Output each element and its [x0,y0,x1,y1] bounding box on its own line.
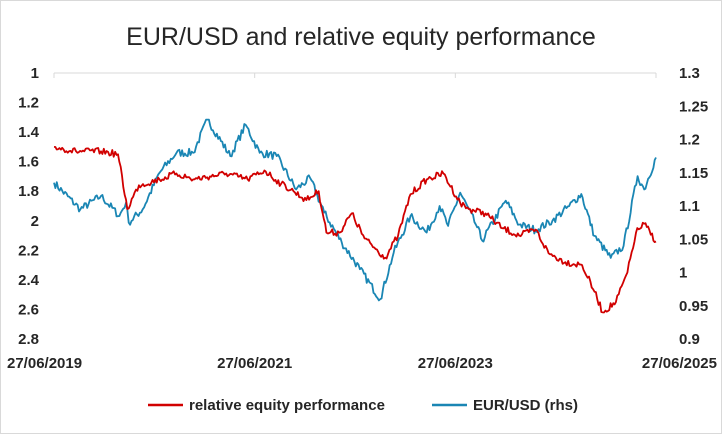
series-layer [53,118,657,314]
chart-title: EUR/USD and relative equity performance [126,23,596,51]
left-tick-label: 2.4 [18,272,40,289]
right-tick-label: 1.2 [679,132,700,149]
left-tick-label: 2.6 [18,301,39,318]
legend: relative equity performance EUR/USD (rhs) [148,397,578,414]
series-line-relative-equity [53,146,657,314]
x-axis-labels: 27/06/2019 27/06/2021 27/06/2023 27/06/2025 [7,355,717,372]
x-axis-tick-marks [53,73,657,78]
left-tick-label: 1.2 [18,95,39,112]
legend-label: relative equity performance [189,397,385,414]
right-tick-label: 1.15 [679,165,708,182]
series-line-eurusd [53,118,657,302]
left-tick-label: 2.8 [18,331,39,348]
left-tick-label: 1.6 [18,154,39,171]
left-tick-label: 2 [31,213,39,230]
left-tick-label: 1 [31,65,39,82]
left-axis-labels: 1 1.2 1.4 1.6 1.8 2 2.2 2.4 2.6 2.8 [18,65,40,348]
x-tick-label: 27/06/2023 [418,355,493,372]
right-tick-label: 1.3 [679,65,700,82]
right-tick-label: 0.9 [679,331,700,348]
right-tick-label: 0.95 [679,298,708,315]
left-tick-label: 1.8 [18,183,39,200]
x-tick-label: 27/06/2021 [217,355,292,372]
right-tick-label: 1.25 [679,98,708,115]
x-tick-label: 27/06/2025 [642,355,717,372]
left-tick-label: 2.2 [18,242,39,259]
right-axis-labels: 1.3 1.25 1.2 1.15 1.1 1.05 1 0.95 0.9 [679,65,708,348]
left-tick-label: 1.4 [18,124,40,141]
x-tick-label: 27/06/2019 [7,355,82,372]
right-tick-label: 1.05 [679,231,708,248]
right-tick-label: 1 [679,265,687,282]
right-tick-label: 1.1 [679,198,700,215]
legend-label: EUR/USD (rhs) [473,397,578,414]
